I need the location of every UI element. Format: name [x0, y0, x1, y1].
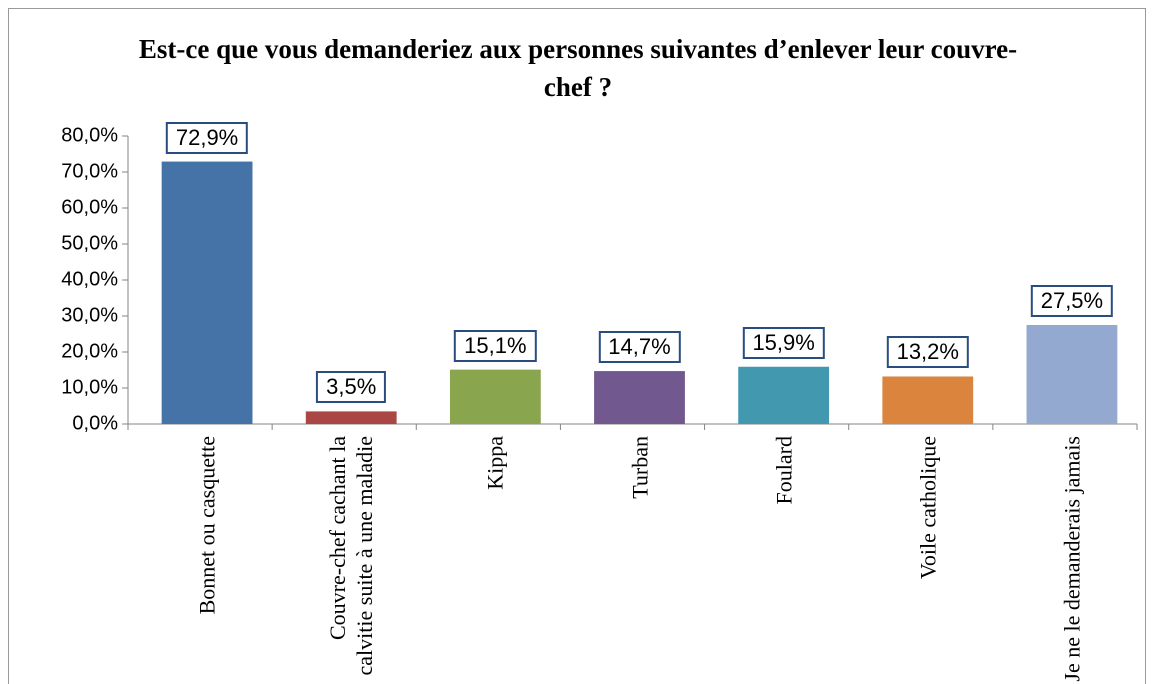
y-tick-label: 80,0%	[61, 124, 118, 146]
x-tick-label: Kippa	[482, 436, 508, 490]
x-tick-label: Bonnet ou casquette	[194, 436, 220, 615]
x-tick-label: Couvre-chef cachant la calvitie suite à …	[325, 436, 378, 676]
bar	[1026, 325, 1118, 424]
bar	[882, 376, 974, 424]
bar	[305, 411, 397, 424]
value-label: 14,7%	[598, 331, 681, 364]
x-tick-label: Foulard	[771, 436, 797, 505]
y-tick-label: 0,0%	[72, 412, 118, 434]
x-tick-label: Voile catholique	[915, 436, 941, 580]
bar	[738, 366, 830, 424]
value-label: 27,5%	[1030, 285, 1114, 317]
y-tick-label: 50,0%	[61, 232, 118, 254]
value-label: 3,5%	[316, 371, 387, 404]
chart-title: Est-ce que vous demanderiez aux personne…	[138, 34, 1018, 102]
y-tick-label: 30,0%	[61, 304, 118, 326]
value-label: 13,2%	[886, 336, 969, 369]
x-tick-label: Turban	[627, 436, 652, 499]
y-tick-label: 10,0%	[61, 376, 118, 398]
x-tick-label: Je ne le demanderais jamais	[1059, 436, 1085, 682]
bar	[594, 371, 685, 424]
bar	[449, 369, 541, 424]
y-tick-label: 20,0%	[61, 340, 118, 362]
bar	[161, 161, 253, 424]
y-tick-label: 60,0%	[61, 196, 118, 218]
value-label: 15,1%	[454, 329, 537, 362]
chart-frame	[8, 8, 1146, 684]
y-tick-label: 40,0%	[61, 268, 118, 290]
value-label: 72,9%	[165, 121, 249, 154]
y-tick-label: 70,0%	[61, 160, 118, 182]
value-label: 15,9%	[742, 326, 825, 359]
